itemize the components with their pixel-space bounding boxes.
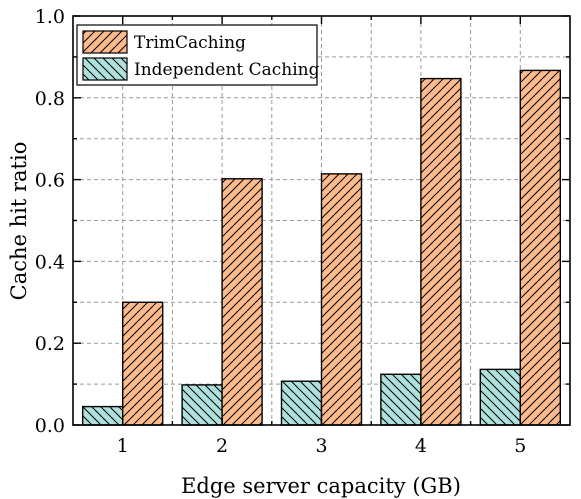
bar-trimcaching-1-hatch [122,302,163,425]
legend-swatch-independent-caching-hatch [83,58,127,80]
bar-independent-caching-2-hatch [182,384,223,425]
bar-independent-caching-5-hatch [480,369,521,425]
y-tick-label: 0.2 [35,333,65,355]
x-axis-title: Edge server capacity (GB) [181,474,461,498]
legend-label-independent-caching: Independent Caching [134,60,320,80]
y-axis-title: Cache hit ratio [7,142,31,301]
legend-label-trimcaching: TrimCaching [134,33,246,53]
bar-trimcaching-3-hatch [321,173,362,425]
bar-independent-caching-4-hatch [380,374,421,425]
x-tick-label: 2 [216,435,228,457]
y-tick-label: 0.8 [35,88,65,110]
x-tick-label: 4 [415,435,427,457]
x-tick-label: 3 [315,435,327,457]
bars [81,69,561,426]
y-tick-label: 1.0 [35,6,65,28]
x-tick-label: 1 [117,435,129,457]
y-tick-label: 0.4 [35,251,65,273]
axis-ticks: 0.0 0.2 0.4 0.6 0.8 1.0 1 2 3 4 5 [35,6,570,457]
y-tick-label: 0.0 [35,415,65,437]
bar-independent-caching-3-hatch [281,381,322,425]
x-tick-label: 5 [514,435,526,457]
legend-swatch-trimcaching-hatch [83,31,127,53]
bar-independent-caching-1-hatch [82,406,123,425]
legend-entry-trimcaching: TrimCaching [82,30,246,54]
legend: TrimCaching Independent Caching [76,24,320,86]
bar-trimcaching-2-hatch [222,178,263,425]
bar-trimcaching-5-hatch [520,70,561,425]
bar-trimcaching-4-hatch [420,78,461,426]
y-tick-label: 0.6 [35,170,65,192]
legend-entry-independent-caching: Independent Caching [82,57,320,81]
